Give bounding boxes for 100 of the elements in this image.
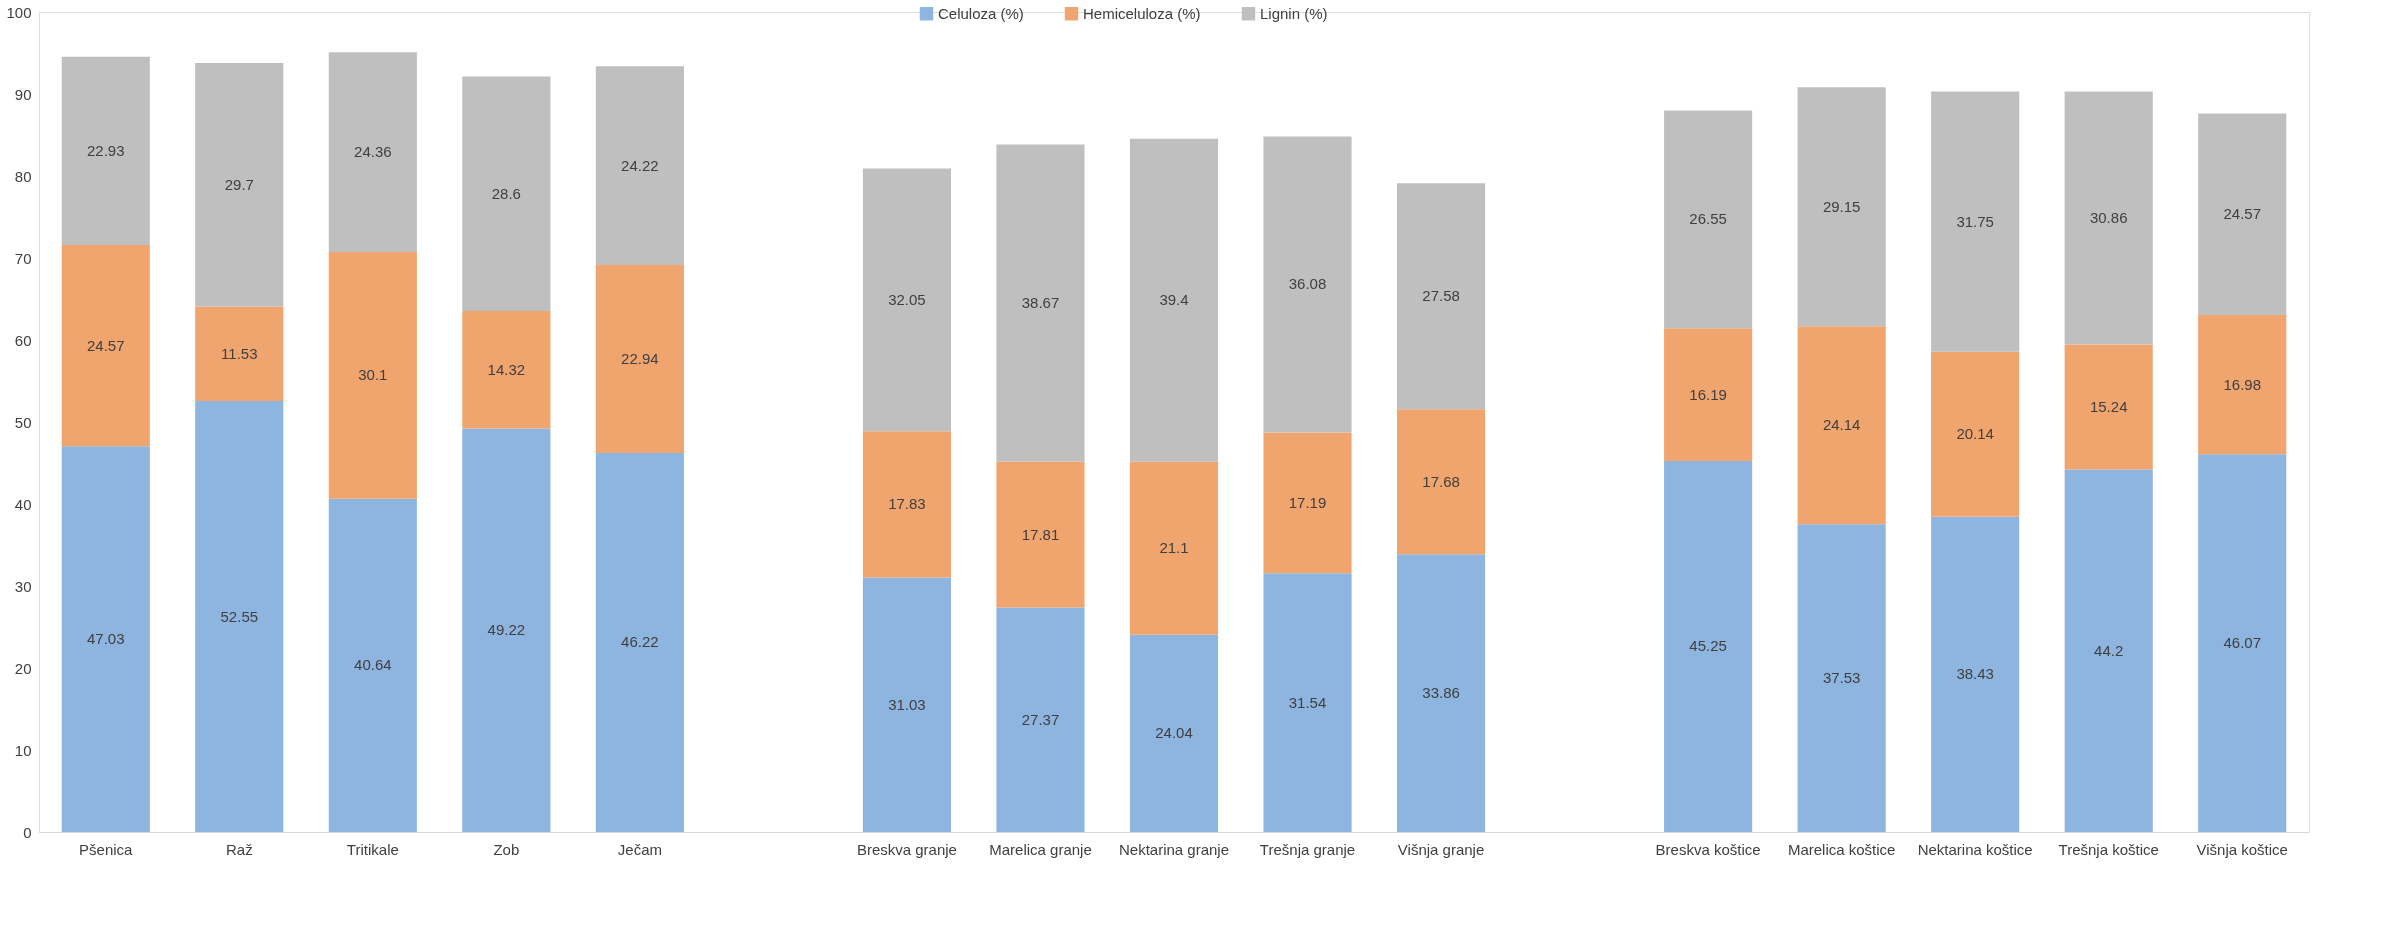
bar: [1931, 516, 2020, 832]
y-tick-label: 20: [14, 659, 32, 677]
x-tick-label: Marelica granje: [989, 840, 1092, 858]
y-tick-label: 10: [14, 741, 32, 759]
data-label: 24.36: [354, 143, 392, 161]
data-label: 17.68: [1422, 472, 1460, 490]
bar: [595, 453, 684, 832]
bar: [2064, 469, 2153, 832]
data-label: 29.15: [1822, 197, 1861, 215]
x-tick-label: Višnja granje: [1397, 840, 1485, 858]
data-label: 39.4: [1159, 291, 1189, 309]
bar: [1931, 351, 2020, 517]
data-label: 24.22: [621, 156, 659, 174]
x-tick-label: Višnja koštice: [2196, 840, 2288, 858]
data-label: 31.75: [1956, 212, 1994, 230]
bar: [2198, 113, 2287, 315]
bar: [1664, 460, 1753, 832]
legend-label: Lignin (%): [1260, 4, 1328, 22]
y-tick-label: 40: [14, 495, 32, 513]
bar: [1396, 554, 1486, 832]
bar: [462, 76, 551, 311]
bar: [2198, 314, 2287, 455]
bar: [462, 310, 551, 429]
data-label: 24.57: [86, 336, 125, 354]
data-label: 24.14: [1822, 416, 1861, 434]
data-label: 15.24: [2089, 398, 2128, 416]
legend-label: Hemiceluloza (%): [1083, 4, 1201, 22]
x-tick-label: Ječam: [617, 840, 662, 858]
data-label: 28.6: [491, 184, 521, 202]
x-tick-label: Breskva granje: [856, 840, 957, 858]
bar: [1263, 432, 1352, 574]
x-tick-label: Zob: [493, 840, 520, 858]
bar: [1797, 87, 1886, 327]
data-label: 40.64: [354, 656, 392, 674]
x-tick-label: Trešnja koštice: [2058, 840, 2159, 858]
y-tick-label: 0: [23, 823, 32, 841]
data-label: 17.83: [888, 495, 926, 513]
data-label: 36.08: [1288, 275, 1327, 293]
y-tick-label: 70: [14, 249, 32, 267]
bar: [2064, 344, 2153, 470]
data-label: 26.55: [1689, 210, 1727, 228]
data-label: 24.57: [2223, 205, 2262, 223]
data-label: 17.19: [1288, 493, 1327, 511]
x-tick-label: Trešnja granje: [1259, 840, 1356, 858]
bar: [595, 66, 684, 265]
bar: [2064, 91, 2153, 345]
data-label: 46.07: [2223, 634, 2262, 652]
y-tick-label: 50: [14, 413, 32, 431]
legend-label: Celuloza (%): [938, 4, 1024, 22]
data-label: 52.55: [220, 607, 259, 625]
data-label: 45.25: [1689, 637, 1727, 655]
data-label: 30.86: [2089, 209, 2128, 227]
bar: [195, 306, 284, 402]
bar: [862, 431, 952, 578]
bar: [1396, 409, 1486, 555]
bar: [1664, 110, 1753, 329]
bar: [996, 144, 1085, 462]
y-tick-label: 90: [14, 85, 32, 103]
x-tick-label: Nektarina koštice: [1917, 840, 2033, 858]
bar: [328, 52, 417, 252]
data-label: 27.37: [1021, 710, 1060, 728]
x-tick-label: Marelica koštice: [1787, 840, 1896, 858]
bar: [996, 607, 1085, 832]
bar: [61, 56, 150, 245]
data-label: 38.67: [1021, 293, 1060, 311]
data-label: 44.2: [2094, 641, 2124, 659]
x-tick-label: Nektarina granje: [1118, 840, 1230, 858]
data-label: 31.03: [888, 695, 926, 713]
data-label: 24.04: [1155, 724, 1193, 742]
y-tick-label: 80: [14, 167, 32, 185]
data-label: 22.94: [621, 349, 659, 367]
bar: [862, 577, 952, 832]
data-label: 30.1: [358, 366, 388, 384]
data-label: 47.03: [86, 630, 125, 648]
data-label: 21.1: [1159, 539, 1189, 557]
bar: [61, 244, 150, 447]
bar: [2198, 454, 2287, 832]
bar: [1263, 573, 1352, 832]
data-label: 49.22: [487, 621, 526, 639]
data-label: 22.93: [86, 141, 125, 159]
data-label: 37.53: [1822, 669, 1861, 687]
data-label: 16.19: [1689, 385, 1727, 403]
data-label: 20.14: [1956, 425, 1994, 443]
bar: [328, 251, 417, 499]
bar: [595, 264, 684, 453]
y-tick-label: 60: [14, 331, 32, 349]
x-tick-label: Breskva koštice: [1655, 840, 1761, 858]
data-label: 33.86: [1422, 684, 1460, 702]
data-label: 46.22: [621, 633, 659, 651]
x-tick-label: Pšenica: [79, 840, 134, 858]
bar: [1797, 524, 1886, 832]
data-label: 16.98: [2223, 375, 2262, 393]
bar: [462, 428, 551, 832]
data-label: 11.53: [221, 344, 258, 362]
bar: [1263, 136, 1352, 433]
bar: [1129, 138, 1219, 462]
data-label: 29.7: [224, 175, 254, 193]
bar: [328, 498, 417, 832]
bar: [1664, 328, 1753, 461]
data-label: 27.58: [1422, 287, 1460, 305]
